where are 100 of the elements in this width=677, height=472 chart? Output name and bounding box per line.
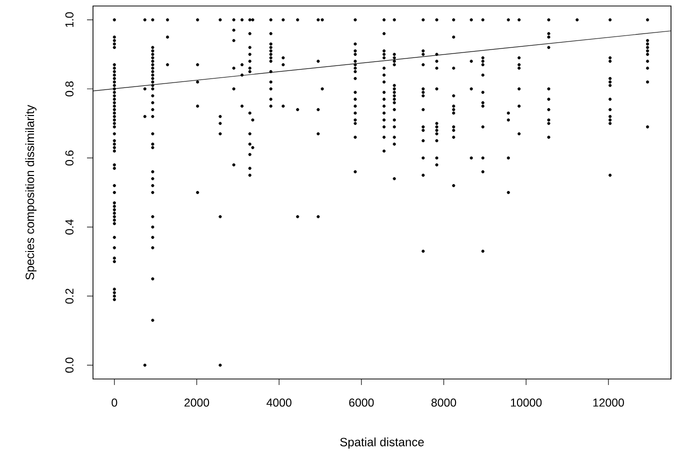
point <box>112 94 116 98</box>
point <box>151 108 154 112</box>
point <box>151 142 154 146</box>
point <box>547 46 550 49</box>
point <box>218 132 222 136</box>
point <box>240 104 244 108</box>
x-tick-label: 10000 <box>510 398 542 407</box>
point <box>112 118 116 122</box>
point <box>518 56 521 60</box>
point <box>269 46 272 49</box>
x-tick-label: 4000 <box>266 398 292 407</box>
point <box>354 42 357 46</box>
point <box>112 76 116 80</box>
point <box>166 36 170 39</box>
point <box>435 128 438 132</box>
point <box>354 90 357 94</box>
point <box>112 260 116 264</box>
point <box>112 112 116 115</box>
point <box>112 142 116 146</box>
point <box>435 66 438 70</box>
point <box>518 18 521 22</box>
point <box>435 18 438 22</box>
point <box>218 215 222 218</box>
point <box>196 18 200 22</box>
point <box>282 63 285 66</box>
point <box>470 60 473 63</box>
point <box>151 215 154 218</box>
y-tick-label: 0.6 <box>65 150 74 166</box>
point <box>646 42 650 46</box>
point <box>646 66 650 70</box>
point <box>112 125 116 128</box>
point <box>646 46 650 49</box>
point <box>269 49 272 52</box>
point <box>392 125 396 128</box>
point <box>354 63 357 66</box>
point <box>506 156 510 160</box>
point <box>232 87 236 90</box>
point <box>382 49 386 52</box>
point <box>452 18 456 22</box>
point <box>112 108 116 112</box>
point <box>452 108 456 112</box>
point <box>143 114 146 118</box>
point <box>269 87 272 90</box>
point <box>232 66 236 70</box>
point <box>316 132 320 136</box>
point <box>481 63 484 66</box>
point <box>248 142 252 146</box>
point <box>354 136 357 139</box>
point <box>196 80 200 84</box>
y-tick-label: 0.0 <box>65 358 74 373</box>
point <box>547 36 550 39</box>
point <box>112 101 116 104</box>
point <box>151 18 154 22</box>
point <box>608 76 612 80</box>
point <box>435 139 438 142</box>
point <box>316 215 320 218</box>
x-tick-label: 0 <box>112 398 118 407</box>
point <box>392 177 396 180</box>
point <box>151 132 154 136</box>
point <box>470 87 473 90</box>
point <box>646 125 650 128</box>
point <box>518 63 521 66</box>
point <box>112 184 116 188</box>
point <box>382 150 386 153</box>
point <box>435 132 438 136</box>
point <box>296 18 300 22</box>
point <box>481 18 484 22</box>
point <box>392 118 396 122</box>
point <box>481 156 484 160</box>
point <box>382 104 386 108</box>
point <box>547 98 550 101</box>
point <box>112 218 116 222</box>
point <box>392 142 396 146</box>
point <box>112 122 116 125</box>
y-tick-label: 0.2 <box>65 288 74 304</box>
point <box>248 132 252 136</box>
point <box>354 98 357 101</box>
point <box>481 90 484 94</box>
point <box>608 108 612 112</box>
point <box>316 18 320 22</box>
point <box>382 74 386 77</box>
point <box>435 87 438 90</box>
point <box>470 18 473 22</box>
point <box>112 18 116 22</box>
point <box>112 132 116 136</box>
point <box>112 236 116 239</box>
point <box>248 46 252 49</box>
point <box>382 80 386 84</box>
point <box>196 190 200 194</box>
point <box>392 56 396 60</box>
point <box>151 56 154 60</box>
point <box>196 104 200 108</box>
point <box>151 46 154 49</box>
point <box>112 114 116 118</box>
point <box>422 63 425 66</box>
point <box>282 18 285 22</box>
point <box>112 84 116 87</box>
point <box>422 87 425 90</box>
point <box>251 118 254 122</box>
x-axis-title: Spatial distance <box>340 437 424 449</box>
